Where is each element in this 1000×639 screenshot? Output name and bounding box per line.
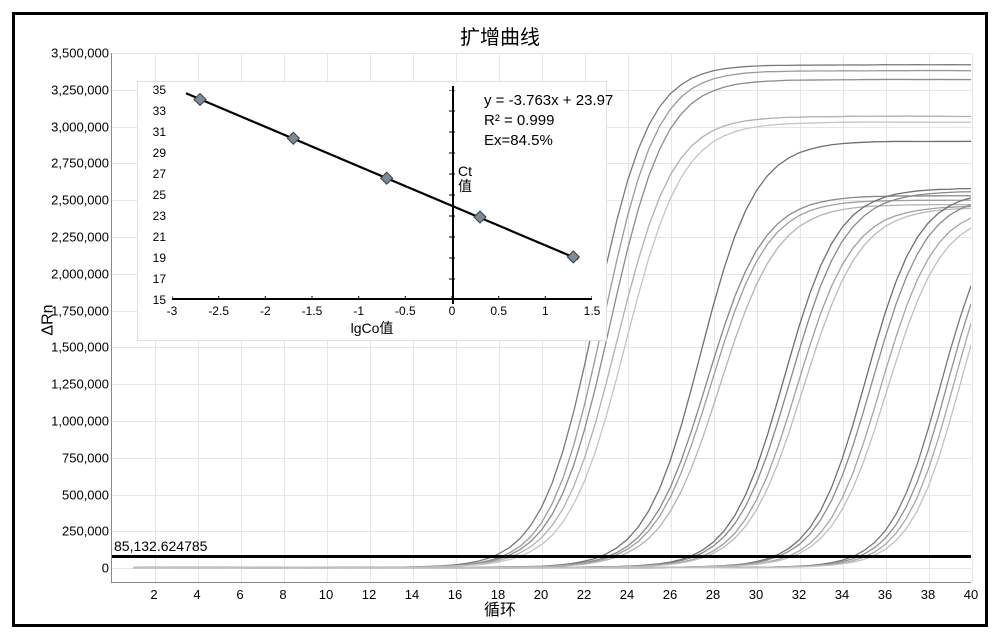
x-tick: 20 bbox=[534, 587, 548, 602]
threshold-line bbox=[112, 555, 971, 558]
inset-marker bbox=[567, 251, 579, 263]
y-tick: 3,000,000 bbox=[29, 119, 109, 134]
chart-frame: 扩增曲线 ΔRn 循环 85,132.624785 lgCo值 15171921… bbox=[12, 12, 988, 627]
y-tick: 750,000 bbox=[29, 450, 109, 465]
y-tick: 500,000 bbox=[29, 487, 109, 502]
inset-y-tick: 25 bbox=[142, 188, 166, 202]
inset-y-tick: 19 bbox=[142, 251, 166, 265]
inset-x-tick: 1 bbox=[542, 304, 549, 318]
y-tick: 2,000,000 bbox=[29, 266, 109, 281]
inset-stat-r2: R² = 0.999 bbox=[484, 112, 554, 129]
y-tick: 1,250,000 bbox=[29, 377, 109, 392]
amp-curve bbox=[133, 304, 971, 568]
x-tick: 14 bbox=[405, 587, 419, 602]
y-tick: 1,500,000 bbox=[29, 340, 109, 355]
inset-x-tick: 1.5 bbox=[584, 304, 601, 318]
x-tick: 4 bbox=[193, 587, 200, 602]
y-tick: 3,250,000 bbox=[29, 82, 109, 97]
x-tick: 28 bbox=[706, 587, 720, 602]
inset-marker bbox=[474, 211, 486, 223]
x-tick: 36 bbox=[878, 587, 892, 602]
inset-x-tick: 0 bbox=[449, 304, 456, 318]
inset-x-tick: -3 bbox=[167, 304, 178, 318]
inset-y-axis bbox=[452, 86, 454, 304]
amp-curve bbox=[133, 324, 971, 568]
x-tick: 26 bbox=[663, 587, 677, 602]
y-tick: 1,750,000 bbox=[29, 303, 109, 318]
inset-x-tick: -1.5 bbox=[302, 304, 323, 318]
x-tick: 8 bbox=[279, 587, 286, 602]
inset-y-tick: 35 bbox=[142, 83, 166, 97]
chart-title: 扩增曲线 bbox=[15, 21, 985, 50]
threshold-label: 85,132.624785 bbox=[114, 538, 207, 554]
x-tick: 16 bbox=[448, 587, 462, 602]
inset-marker bbox=[381, 172, 393, 184]
inset-x-tick: -2 bbox=[260, 304, 271, 318]
y-tick: 2,750,000 bbox=[29, 156, 109, 171]
y-tick: 2,500,000 bbox=[29, 193, 109, 208]
x-tick: 32 bbox=[792, 587, 806, 602]
inset-x-label: lgCo值 bbox=[138, 318, 606, 338]
inset-x-tick: -0.5 bbox=[395, 304, 416, 318]
inset-x-axis bbox=[172, 298, 592, 300]
y-tick: 2,250,000 bbox=[29, 230, 109, 245]
x-tick: 6 bbox=[236, 587, 243, 602]
inset-stat-ex: Ex=84.5% bbox=[484, 132, 553, 149]
inset-x-tick: -2.5 bbox=[208, 304, 229, 318]
x-tick: 12 bbox=[362, 587, 376, 602]
inset-y-tick: 27 bbox=[142, 167, 166, 181]
x-tick: 30 bbox=[749, 587, 763, 602]
standard-curve-inset: lgCo值 15 17 19 21 23 25 27 29 31 33 35 -3 -2.5 -2 -1.5… bbox=[137, 81, 607, 341]
x-tick: 24 bbox=[620, 587, 634, 602]
x-tick: 38 bbox=[921, 587, 935, 602]
inset-y-tick: 31 bbox=[142, 125, 166, 139]
inset-marker bbox=[287, 132, 299, 144]
gridline-v bbox=[972, 53, 973, 582]
x-tick: 34 bbox=[835, 587, 849, 602]
inset-y-tick: 17 bbox=[142, 272, 166, 286]
inset-y-label: Ct值 bbox=[458, 164, 472, 195]
y-tick: 250,000 bbox=[29, 524, 109, 539]
inset-x-tick: -1 bbox=[353, 304, 364, 318]
inset-stat-eq: y = -3.763x + 23.97 bbox=[484, 92, 613, 109]
inset-y-tick: 21 bbox=[142, 230, 166, 244]
x-tick: 10 bbox=[319, 587, 333, 602]
inset-x-tick: 0.5 bbox=[490, 304, 507, 318]
x-tick: 40 bbox=[964, 587, 978, 602]
y-tick: 1,000,000 bbox=[29, 414, 109, 429]
inset-y-tick: 29 bbox=[142, 146, 166, 160]
y-tick: 0 bbox=[29, 561, 109, 576]
y-tick: 3,500,000 bbox=[29, 46, 109, 61]
x-tick: 22 bbox=[577, 587, 591, 602]
x-tick: 18 bbox=[491, 587, 505, 602]
inset-y-tick: 15 bbox=[142, 293, 166, 307]
inset-y-tick: 33 bbox=[142, 104, 166, 118]
inset-marker bbox=[194, 93, 206, 105]
x-tick: 2 bbox=[150, 587, 157, 602]
inset-y-tick: 23 bbox=[142, 209, 166, 223]
